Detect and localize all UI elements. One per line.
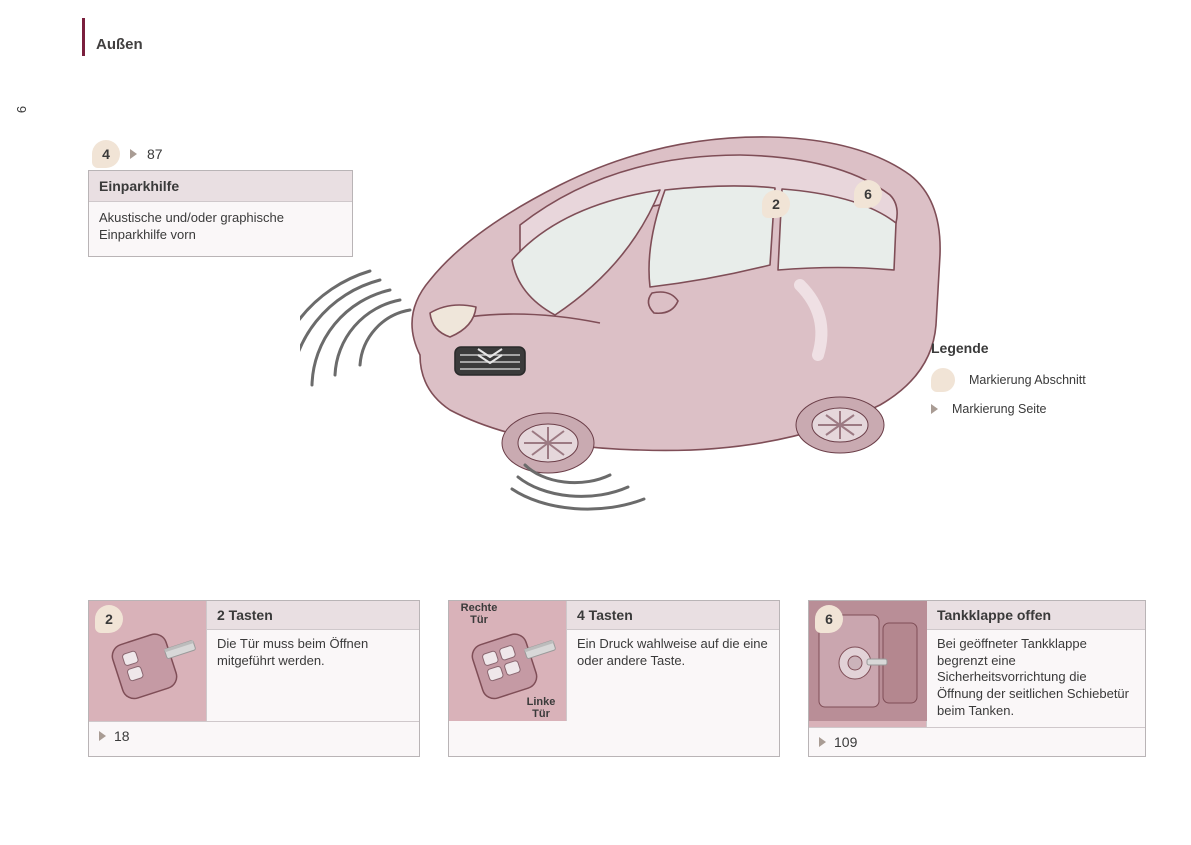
car-illustration	[300, 55, 980, 515]
card-page-ref: 109	[809, 727, 1145, 756]
card-thumb: 6	[809, 601, 927, 727]
card-page-ref-text: 109	[834, 734, 857, 750]
legend-arrow-icon	[931, 404, 938, 414]
accent-rule	[82, 18, 85, 56]
page-arrow-icon	[130, 149, 137, 159]
page-arrow-icon	[99, 731, 106, 741]
card: RechteTür LinkeTür 4 Tasten Ein Druck wah…	[448, 600, 780, 757]
card-body: Ein Druck wahlweise auf die eine oder an…	[577, 636, 769, 669]
thumb-label: RechteTür	[453, 603, 505, 626]
card-thumb: RechteTür LinkeTür	[449, 601, 567, 721]
section-marker-4: 4	[92, 140, 120, 168]
legend-row1: Markierung Abschnitt	[969, 373, 1086, 387]
page-arrow-icon	[819, 737, 826, 747]
card-title: Tankklappe offen	[927, 601, 1145, 630]
card-thumb: 2	[89, 601, 207, 721]
legend-title: Legende	[931, 340, 1131, 356]
card-marker: 6	[815, 605, 843, 633]
card-marker: 2	[95, 605, 123, 633]
section-title: Außen	[96, 36, 143, 53]
page-ref-87: 87	[147, 146, 163, 162]
card-page-ref-text: 18	[114, 728, 130, 744]
card-body: Die Tür muss beim Öffnen mitgeführt werd…	[217, 636, 409, 669]
page-number: 6	[14, 106, 29, 113]
card-title: 4 Tasten	[567, 601, 779, 630]
card: 6 Tankklappe offen Bei geöffneter Tankkl…	[808, 600, 1146, 757]
legend-row2: Markierung Seite	[952, 402, 1047, 416]
legend: Legende Markierung Abschnitt Markierung …	[931, 340, 1131, 426]
on-car-marker-6: 6	[854, 180, 882, 208]
legend-marker-icon	[931, 368, 955, 392]
on-car-marker-2: 2	[762, 190, 790, 218]
thumb-label: LinkeTür	[517, 697, 565, 720]
card-page-ref: 18	[89, 721, 419, 750]
card-body: Bei geöffneter Tankklappe begrenzt eine …	[937, 636, 1135, 719]
card: 2 2 Tasten Die Tür muss beim Öffnen mitg…	[88, 600, 420, 757]
cards-row: 2 2 Tasten Die Tür muss beim Öffnen mitg…	[88, 600, 1146, 757]
card-title: 2 Tasten	[207, 601, 419, 630]
